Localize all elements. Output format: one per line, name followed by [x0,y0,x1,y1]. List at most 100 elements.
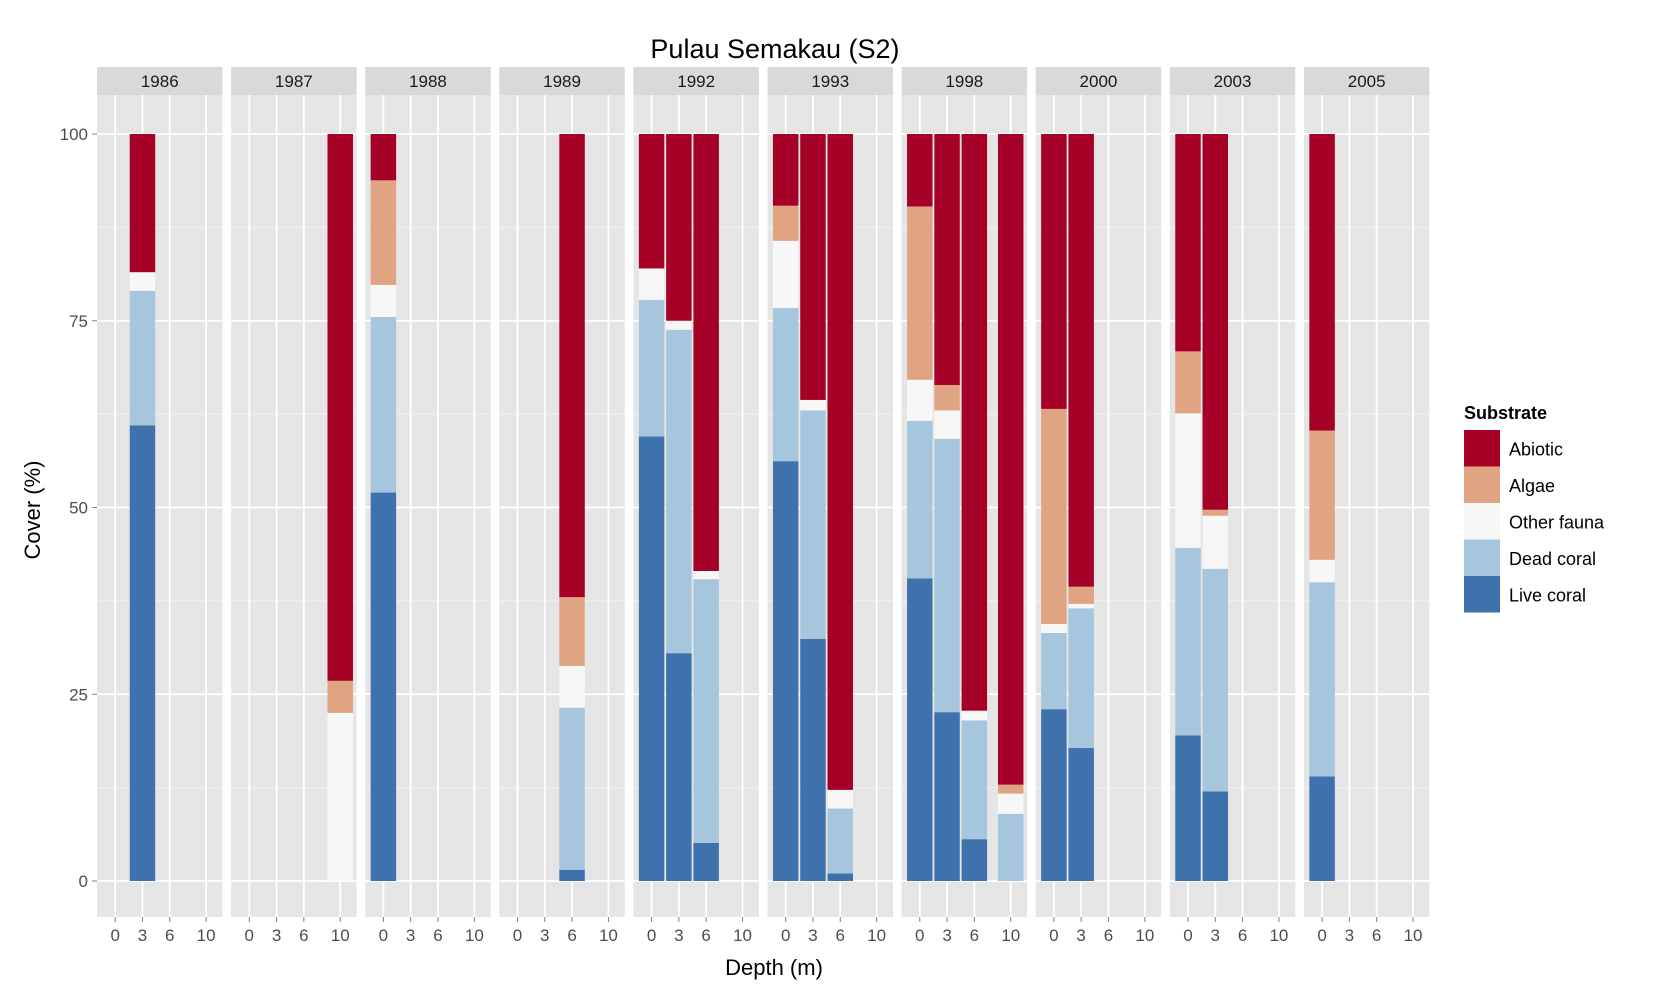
facet-2005-x-tick-label-3: 3 [1345,926,1354,945]
facet-2005-bar-depth-0-abiotic [1309,134,1335,431]
y-axis-title: Cover (%) [20,460,45,559]
facet-1988-bar-depth-0-abiotic [370,134,397,181]
facet-1998-x-tick-label-0: 0 [915,926,924,945]
facet-1992-x-tick-label-10: 10 [733,926,752,945]
y-tick-label-75: 75 [69,312,88,331]
facet-1987: 1987 0 3 6 10 [231,67,357,945]
facet-2003-bar-depth-0-other-fauna [1175,413,1201,548]
facet-1998-bar-depth-0-algae [907,206,933,380]
facet-1993-x-tick-label-3: 3 [808,926,817,945]
facet-1993-bar-depth-0-live-coral [772,461,799,881]
y-tick-label-50: 50 [69,499,88,518]
facet-2000-bar-depth-3-abiotic [1068,134,1094,587]
facet-1998-bar-depth-0-live-coral [907,578,933,881]
facet-2005: 2005 0 3 6 10 [1303,67,1430,945]
facet-2005-bar-depth-0-algae [1309,430,1335,560]
legend-key-algae [1464,466,1500,503]
facet-2003-bar-depth-0-dead-coral [1175,547,1201,736]
facet-1988-x-tick-label-0: 0 [379,926,388,945]
facet-1989-x-tick-label-6: 6 [567,926,576,945]
facet-1993-bar-depth-0-abiotic [772,134,799,206]
facet-2000-x-tick-label-6: 6 [1104,926,1113,945]
facet-1992-x-tick-label-6: 6 [701,926,710,945]
facet-1993-x-tick-label-10: 10 [867,926,886,945]
facet-1992-bar-depth-3-dead-coral [666,329,692,654]
facet-1989: 1989 0 3 6 10 [499,67,625,945]
facet-1993-bar-depth-3-dead-coral [800,410,826,639]
facet-1993-bar-depth-0-algae [772,205,799,241]
facet-1992-bar-depth-3-live-coral [666,653,692,881]
facet-1993-bar-depth-3-abiotic [800,134,826,400]
legend-key-abiotic [1464,430,1500,467]
facet-1993: 1993 0 3 6 10 [767,67,893,945]
facet-1987-x-tick-label-10: 10 [331,926,350,945]
facet-2000-x-tick-label-0: 0 [1049,926,1058,945]
facet-1993-x-tick-label-6: 6 [836,926,845,945]
facet-2003-x-tick-label-10: 10 [1269,926,1288,945]
facet-1989-bar-depth-6-dead-coral [559,707,585,870]
facet-1987-x-tick-label-6: 6 [299,926,308,945]
facet-1987-x-tick-label-0: 0 [245,926,254,945]
facet-1986: 1986 0 3 6 10 [97,67,223,945]
facet-1986-bar-depth-3-dead-coral [129,290,156,426]
facet-2005-x-tick-label-0: 0 [1317,926,1326,945]
facet-1988-bar-depth-0-other-fauna [370,284,397,318]
facet-1998-bar-depth-3-abiotic [934,134,960,385]
facet-1993-bar-depth-6-dead-coral [827,808,853,874]
facet-1986-x-tick-label-0: 0 [110,926,119,945]
facet-1989-x-tick-label-3: 3 [540,926,549,945]
facet-1998-bar-depth-3-live-coral [934,712,960,881]
facet-1988-strip [365,67,491,95]
facet-1998-bar-depth-6-live-coral [961,839,988,881]
facet-1986-bar-depth-3-live-coral [129,425,156,881]
facet-1986-x-tick-label-3: 3 [138,926,147,945]
facet-1998-bar-depth-6-dead-coral [961,720,988,840]
facet-1987-bar-depth-10-algae [327,680,353,713]
facet-1992-strip [633,67,759,95]
facet-2000-bar-depth-3-other-fauna [1068,603,1094,609]
facet-2000-x-tick-label-10: 10 [1135,926,1154,945]
legend: Substrate Abiotic Algae Other fauna Dead co… [1464,403,1605,613]
facet-1988-bar-depth-0-dead-coral [370,317,397,493]
facet-1992-bar-depth-6-dead-coral [693,579,719,843]
facet-1998-bar-depth-6-abiotic [961,134,988,711]
facet-1998-bar-depth-10-abiotic [997,134,1024,785]
facet-2003-bar-depth-3-algae [1202,509,1229,516]
facet-2003-bar-depth-3-live-coral [1202,791,1229,881]
facet-2003-bar-depth-3-other-fauna [1202,515,1229,569]
legend-key-other-fauna [1464,503,1500,540]
facet-2003-bar-depth-0-abiotic [1175,134,1201,352]
facet-1992-x-tick-label-0: 0 [647,926,656,945]
facet-1998: 1998 0 3 6 10 [901,67,1028,945]
facet-2003-bar-depth-3-dead-coral [1202,568,1229,792]
facet-2000-bar-depth-3-algae [1068,586,1094,604]
facet-1992-bar-depth-6-other-fauna [693,570,719,580]
y-tick-label-100: 100 [60,125,88,144]
facet-1992-bar-depth-0-dead-coral [638,299,665,437]
facet-1987-strip-label: 1987 [275,72,313,91]
legend-key-live-coral [1464,576,1500,613]
facet-1998-bar-depth-0-abiotic [907,134,933,207]
legend-label-abiotic: Abiotic [1509,439,1563,459]
facet-2000: 2000 0 3 6 10 [1035,67,1162,945]
facet-1998-bar-depth-6-other-fauna [961,710,988,721]
facet-1986-x-tick-label-6: 6 [165,926,174,945]
facet-1993-bar-depth-6-live-coral [827,873,853,881]
facet-1993-x-tick-label-0: 0 [781,926,790,945]
facet-2005-x-tick-label-6: 6 [1372,926,1381,945]
legend-key-dead-coral [1464,539,1500,576]
facet-1993-bar-depth-3-other-fauna [800,399,826,411]
facet-1988-bar-depth-0-live-coral [370,492,397,881]
facet-1987-bar-depth-10-other-fauna [327,712,353,881]
facet-1998-bar-depth-3-dead-coral [934,438,960,713]
facet-1998-strip [901,67,1028,95]
facet-1986-strip-label: 1986 [141,72,179,91]
facet-2005-x-tick-label-10: 10 [1404,926,1423,945]
facet-1992-bar-depth-6-abiotic [693,134,719,571]
facet-2003-x-tick-label-0: 0 [1183,926,1192,945]
facet-1987-strip [231,67,357,95]
facet-1986-x-tick-label-10: 10 [197,926,216,945]
facet-1992-x-tick-label-3: 3 [674,926,683,945]
